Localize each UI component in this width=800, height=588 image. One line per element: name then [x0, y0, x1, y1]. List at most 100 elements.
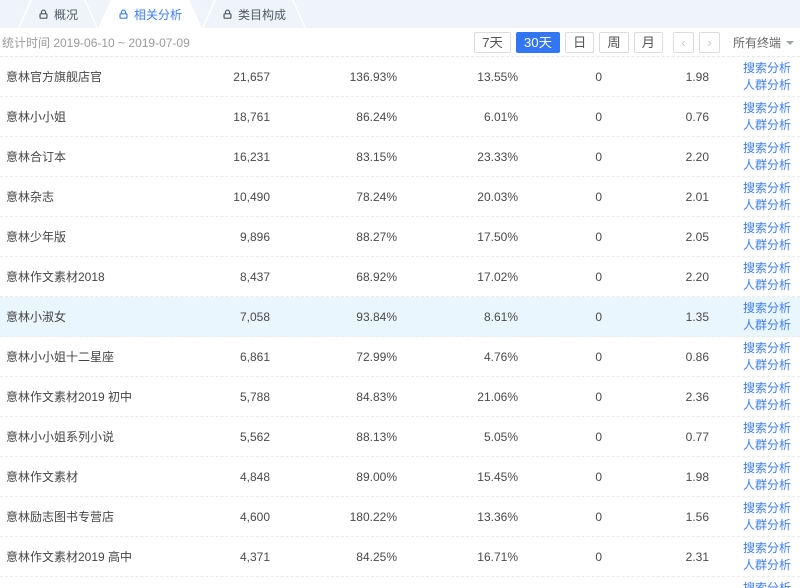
- audience-analysis-link[interactable]: 人群分析: [742, 77, 791, 92]
- value-cell: 8,437: [239, 269, 270, 284]
- keyword-name: 意林作文素材: [6, 470, 79, 484]
- keyword-name: 意林小小姐系列小说: [6, 430, 115, 444]
- tab-category-composition[interactable]: 类目构成: [201, 0, 307, 28]
- table-row: 搜索分析 人群分析: [0, 577, 800, 588]
- search-analysis-link[interactable]: 搜索分析: [742, 300, 791, 315]
- keyword-name: 意林小小姐: [6, 110, 67, 124]
- search-analysis-link[interactable]: 搜索分析: [742, 100, 791, 115]
- audience-analysis-link[interactable]: 人群分析: [742, 157, 791, 172]
- tab-background: [98, 0, 202, 28]
- audience-analysis-link[interactable]: 人群分析: [742, 517, 791, 532]
- table-row: 意林小小姐 18,761 86.24% 6.01% 0 0.76 搜索分析 人群…: [0, 97, 800, 137]
- keyword-name: 意林作文素材2018: [6, 270, 105, 284]
- audience-analysis-link[interactable]: 人群分析: [742, 317, 791, 332]
- audience-analysis-link[interactable]: 人群分析: [742, 277, 791, 292]
- search-analysis-link[interactable]: 搜索分析: [742, 580, 791, 588]
- audience-analysis-link[interactable]: 人群分析: [742, 477, 791, 492]
- value-cell: 180.22%: [349, 509, 397, 524]
- row-actions: 搜索分析 人群分析: [717, 300, 800, 334]
- lock-icon: [39, 9, 48, 19]
- value-cell: 0: [595, 109, 602, 124]
- row-actions: 搜索分析 人群分析: [717, 100, 800, 134]
- keyword-name: 意林杂志: [6, 190, 55, 204]
- value-cell: 6.01%: [483, 109, 518, 124]
- table-row: 意林作文素材2019 高中 4,371 84.25% 16.71% 0 2.31…: [0, 537, 800, 577]
- next-period-button[interactable]: ›: [698, 31, 720, 53]
- value-cell: 16,231: [233, 149, 270, 164]
- row-actions: 搜索分析 人群分析: [717, 340, 800, 374]
- value-cell: 4.76%: [483, 349, 518, 364]
- value-cell: 5,788: [239, 389, 270, 404]
- search-analysis-link[interactable]: 搜索分析: [742, 220, 791, 235]
- row-actions: 搜索分析 人群分析: [717, 540, 800, 574]
- row-actions: 搜索分析 人群分析: [717, 420, 800, 454]
- audience-analysis-link[interactable]: 人群分析: [742, 557, 791, 572]
- stats-time-range: 统计时间 2019-06-10 ~ 2019-07-09: [2, 35, 190, 50]
- table-row: 意林少年版 9,896 88.27% 17.50% 0 2.05 搜索分析 人群…: [0, 217, 800, 257]
- audience-analysis-link[interactable]: 人群分析: [742, 397, 791, 412]
- value-cell: 10,490: [233, 189, 270, 204]
- audience-analysis-link[interactable]: 人群分析: [742, 237, 791, 252]
- value-cell: 68.92%: [356, 269, 397, 284]
- stats-toolbar: 统计时间 2019-06-10 ~ 2019-07-09 7天 30天 日 周 …: [0, 28, 800, 57]
- row-actions: 搜索分析 人群分析: [717, 460, 800, 494]
- value-cell: 72.99%: [356, 349, 397, 364]
- range-button-day[interactable]: 日: [565, 31, 595, 53]
- search-analysis-link[interactable]: 搜索分析: [742, 60, 791, 75]
- value-cell: 21.06%: [477, 389, 518, 404]
- value-cell: 13.55%: [477, 69, 518, 84]
- range-button-month[interactable]: 月: [633, 31, 663, 53]
- keyword-table: 意林官方旗舰店官 21,657 136.93% 13.55% 0 1.98 搜索…: [0, 57, 800, 588]
- tab-overview[interactable]: 概况: [17, 0, 99, 28]
- keyword-name: 意林小小姐十二星座: [6, 350, 115, 364]
- keyword-name: 意林少年版: [6, 230, 67, 244]
- search-analysis-link[interactable]: 搜索分析: [742, 340, 791, 355]
- tab-related-analysis[interactable]: 相关分析: [98, 0, 202, 28]
- audience-analysis-link[interactable]: 人群分析: [742, 357, 791, 372]
- value-cell: 0: [595, 389, 602, 404]
- search-analysis-link[interactable]: 搜索分析: [742, 460, 791, 475]
- range-button-week[interactable]: 周: [599, 31, 629, 53]
- value-cell: 0: [595, 549, 602, 564]
- terminal-filter-dropdown[interactable]: 所有终端: [733, 34, 794, 51]
- value-cell: 2.31: [685, 549, 709, 564]
- time-range-controls: 7天 30天 日 周 月 ‹ › 所有终端: [469, 31, 794, 53]
- lock-icon: [223, 9, 232, 19]
- search-analysis-link[interactable]: 搜索分析: [742, 260, 791, 275]
- lock-icon: [119, 9, 128, 19]
- value-cell: 83.15%: [356, 149, 397, 164]
- table-row: 意林小小姐十二星座 6,861 72.99% 4.76% 0 0.86 搜索分析…: [0, 337, 800, 377]
- range-button-7d[interactable]: 7天: [474, 31, 511, 53]
- chevron-down-icon: [786, 40, 794, 45]
- audience-analysis-link[interactable]: 人群分析: [742, 197, 791, 212]
- audience-analysis-link[interactable]: 人群分析: [742, 117, 791, 132]
- value-cell: 20.03%: [477, 189, 518, 204]
- prev-period-button[interactable]: ‹: [672, 31, 694, 53]
- search-analysis-link[interactable]: 搜索分析: [742, 500, 791, 515]
- value-cell: 2.36: [685, 389, 709, 404]
- value-cell: 6,861: [239, 349, 270, 364]
- value-cell: 9,896: [239, 229, 270, 244]
- value-cell: 0: [595, 269, 602, 284]
- value-cell: 1.98: [685, 469, 709, 484]
- search-analysis-link[interactable]: 搜索分析: [742, 140, 791, 155]
- search-analysis-link[interactable]: 搜索分析: [742, 380, 791, 395]
- value-cell: 2.01: [685, 189, 709, 204]
- table-row: 意林杂志 10,490 78.24% 20.03% 0 2.01 搜索分析 人群…: [0, 177, 800, 217]
- audience-analysis-link[interactable]: 人群分析: [742, 437, 791, 452]
- tab-label: 概况: [54, 7, 79, 22]
- table-row: 意林小淑女 7,058 93.84% 8.61% 0 1.35 搜索分析 人群分…: [0, 297, 800, 337]
- value-cell: 4,848: [239, 469, 270, 484]
- table-row: 意林作文素材2018 8,437 68.92% 17.02% 0 2.20 搜索…: [0, 257, 800, 297]
- row-actions: 搜索分析 人群分析: [717, 580, 800, 588]
- value-cell: 0: [595, 69, 602, 84]
- range-button-30d[interactable]: 30天: [515, 31, 560, 53]
- keyword-name: 意林小淑女: [6, 310, 67, 324]
- value-cell: 88.27%: [356, 229, 397, 244]
- value-cell: 5.05%: [483, 429, 518, 444]
- search-analysis-link[interactable]: 搜索分析: [742, 420, 791, 435]
- value-cell: 2.20: [685, 269, 709, 284]
- search-analysis-link[interactable]: 搜索分析: [742, 180, 791, 195]
- value-cell: 89.00%: [356, 469, 397, 484]
- search-analysis-link[interactable]: 搜索分析: [742, 540, 791, 555]
